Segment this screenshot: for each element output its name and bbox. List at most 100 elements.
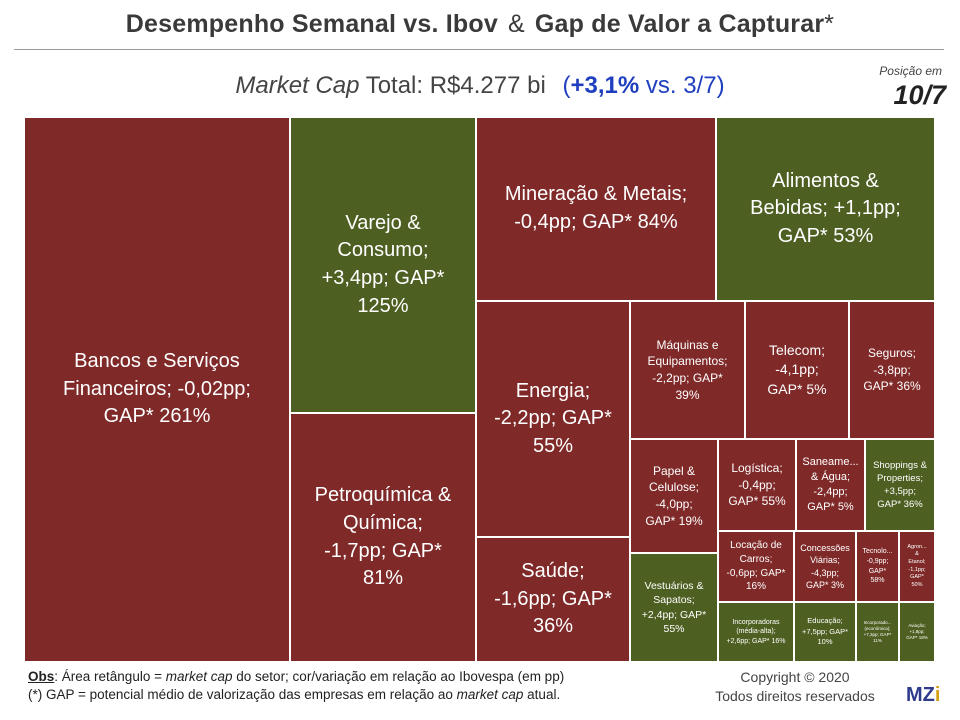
treemap-label-line: GAP* 5% — [807, 501, 854, 514]
treemap-label-line: GAP* 36% — [863, 379, 921, 394]
treemap-label-line: 58% — [870, 577, 885, 585]
market-cap-label: Market Cap — [235, 72, 360, 99]
treemap-label-line: GAP* 19% — [645, 513, 703, 528]
treemap-label-line: -4,3pp; — [810, 567, 840, 578]
treemap-label-concessoes: Concessões Viárias; -4,3pp; GAP* 3% — [800, 542, 850, 592]
treemap-label-line: -0,9pp; — [866, 557, 889, 565]
footnote-gap-text-b: atual. — [527, 687, 561, 703]
treemap-label-maquinas: Máquinas e Equipamentos; -2,2pp; GAP* 39% — [647, 337, 727, 403]
rights-text: Todos direitos reservados — [715, 687, 875, 704]
treemap-label-line: Locação de — [730, 539, 782, 551]
treemap-cell-papel: Papel & Celulose; -4,0pp; GAP* 19% — [630, 439, 718, 553]
treemap-label-line: GAP* 55% — [728, 494, 786, 509]
treemap-label-line: Properties; — [877, 472, 923, 484]
treemap-label-line: Seguros; — [867, 346, 917, 361]
treemap-label-line: Etanol; — [908, 558, 926, 565]
treemap-label-line: -1,7pp; GAP* — [324, 539, 442, 562]
copyright-text: Copyright © 2020 — [740, 669, 850, 685]
footnote-gap-text-a: (*) GAP = potencial médio de valorização… — [28, 687, 453, 703]
treemap-label-alimentos: Alimentos & Bebidas; +1,1pp; GAP* 53% — [750, 168, 901, 251]
treemap-cell-logistica: Logística; -0,4pp; GAP* 55% — [718, 439, 796, 531]
treemap-label-line: Energia; — [515, 379, 591, 402]
treemap-label-line: Varejo & — [345, 211, 421, 234]
variation-open-paren: ( — [562, 72, 571, 99]
title-asterisk: * — [824, 10, 835, 38]
treemap-label-line: Alimentos & — [772, 169, 879, 192]
footnote-obs-market-cap: market cap — [165, 669, 233, 684]
treemap-cell-saude: Saúde; -1,6pp; GAP* 36% — [476, 537, 630, 662]
treemap-label-line: +3,5pp; — [884, 486, 916, 497]
treemap-cell-incorp_ma: Incorporadoras (média-alta); +2,6pp; GAP* … — [718, 602, 794, 662]
treemap-label-line: Saúde; — [521, 560, 585, 583]
treemap-label-line: -1,6pp; GAP* — [494, 587, 612, 610]
treemap-cell-concessoes: Concessões Viárias; -4,3pp; GAP* 3% — [794, 531, 856, 602]
treemap-cell-agro: Agron... & Etanol; -1,1pp; GAP* 50% — [899, 531, 935, 602]
treemap-label-line: Mineração & Metais; — [504, 183, 688, 206]
treemap-label-line: 125% — [357, 294, 409, 317]
title-ampersand: & — [507, 10, 525, 38]
treemap-label-tecnologia: Tecnolo... -0,9pp; GAP* 58% — [863, 547, 893, 586]
treemap-label-line: Celulose; — [648, 480, 700, 495]
footnote-obs-line: Obs: Área retângulo = market cap do seto… — [28, 668, 564, 686]
treemap-label-line: Química; — [342, 511, 423, 534]
treemap-label-line: 55% — [663, 622, 685, 635]
treemap-label-line: (econômica); — [864, 625, 891, 631]
treemap-cell-maquinas: Máquinas e Equipamentos; -2,2pp; GAP* 39% — [630, 301, 745, 439]
treemap-label-line: +7,3pp; GAP* — [863, 632, 892, 637]
treemap-label-line: 50% — [911, 581, 923, 588]
treemap-cell-tecnologia: Tecnolo... -0,9pp; GAP* 58% — [856, 531, 899, 602]
treemap-label-line: Incorporado... — [863, 619, 892, 625]
footnote-obs-text-a: : Área retângulo = — [54, 669, 162, 684]
treemap-label-line: Petroquímica & — [314, 484, 452, 507]
title-divider — [14, 49, 944, 50]
treemap-cell-locacao: Locação de Carros; -0,6pp; GAP* 16% — [718, 531, 794, 602]
treemap-label-line: +1,8pp; — [909, 628, 925, 634]
treemap-label-aviacao: Aviação; +1,8pp; GAP* 18% — [906, 623, 928, 642]
treemap-label-line: -4,1pp; — [775, 361, 819, 378]
treemap-label-line: Sapatos; — [653, 594, 695, 607]
treemap-label-line: Papel & — [652, 463, 696, 478]
treemap-label-line: GAP* 36% — [877, 499, 923, 511]
treemap-label-vestuarios: Vestuários & Sapatos; +2,4pp; GAP* 55% — [642, 579, 707, 637]
logo-mz: MZ — [906, 684, 935, 706]
treemap-label-incorp_eco: Incorporado... (econômica); +7,3pp; GAP* 11… — [864, 620, 892, 645]
treemap-label-line: (média-alta); — [736, 628, 776, 636]
treemap-label-line: Bebidas; +1,1pp; — [750, 197, 901, 220]
footnote-obs-text-b: do setor; cor/variação em relação ao Ibo… — [236, 669, 565, 684]
treemap-label-energia: Energia; -2,2pp; GAP* 55% — [494, 378, 612, 461]
chart-title: Desempenho Semanal vs. Ibov & Gap de Valor… — [0, 10, 960, 39]
treemap-label-papel: Papel & Celulose; -4,0pp; GAP* 19% — [645, 463, 702, 529]
treemap-label-line: Telecom; — [768, 342, 825, 359]
footnote-gap-line: (*) GAP = potencial médio de valorização… — [28, 686, 564, 704]
position-label: Posição em — [879, 64, 942, 78]
treemap-label-logistica: Logística; -0,4pp; GAP* 55% — [728, 460, 785, 510]
treemap-label-locacao: Locação de Carros; -0,6pp; GAP* 16% — [727, 539, 786, 594]
treemap-label-line: -1,1pp; — [908, 566, 926, 573]
treemap-label-line: 39% — [675, 387, 700, 402]
treemap-label-line: Aviação; — [908, 622, 926, 628]
treemap-label-line: -0,4pp; — [738, 477, 776, 492]
treemap-label-line: GAP* 18% — [906, 635, 928, 641]
treemap-label-line: -2,2pp; GAP* — [652, 371, 723, 385]
treemap-label-line: -2,4pp; — [813, 486, 848, 498]
treemap-label-line: Vestuários & — [644, 579, 704, 592]
treemap-label-shoppings: Shoppings & Properties; +3,5pp; GAP* 36% — [873, 459, 927, 511]
treemap-label-agro: Agron... & Etanol; -1,1pp; GAP* 50% — [907, 544, 926, 589]
treemap-label-line: 16% — [745, 581, 766, 593]
treemap-label-line: -3,8pp; — [873, 362, 911, 377]
treemap-label-line: 36% — [532, 615, 574, 638]
treemap-label-line: 81% — [362, 567, 403, 590]
treemap-label-line: GAP* 53% — [777, 224, 874, 247]
treemap-label-line: GAP* 5% — [767, 380, 827, 397]
position-date: 10/7 — [893, 80, 946, 110]
treemap-label-line: +2,6pp; GAP* 16% — [726, 637, 786, 645]
variation-reference: vs. 3/7) — [645, 72, 725, 99]
treemap-cell-mineracao: Mineração & Metais; -0,4pp; GAP* 84% — [476, 117, 716, 301]
treemap-label-varejo: Varejo & Consumo; +3,4pp; GAP* 125% — [322, 210, 445, 320]
treemap-label-educacao: Educação; +7,5pp; GAP* 10% — [802, 616, 848, 647]
treemap-label-line: 55% — [532, 434, 574, 457]
treemap-label-line: Máquinas e — [656, 337, 719, 352]
title-part-1: Desempenho Semanal vs. Ibov — [125, 10, 498, 38]
treemap-cell-incorp_eco: Incorporado... (econômica); +7,3pp; GAP* 11… — [856, 602, 899, 662]
treemap-label-mineracao: Mineração & Metais; -0,4pp; GAP* 84% — [505, 181, 687, 236]
